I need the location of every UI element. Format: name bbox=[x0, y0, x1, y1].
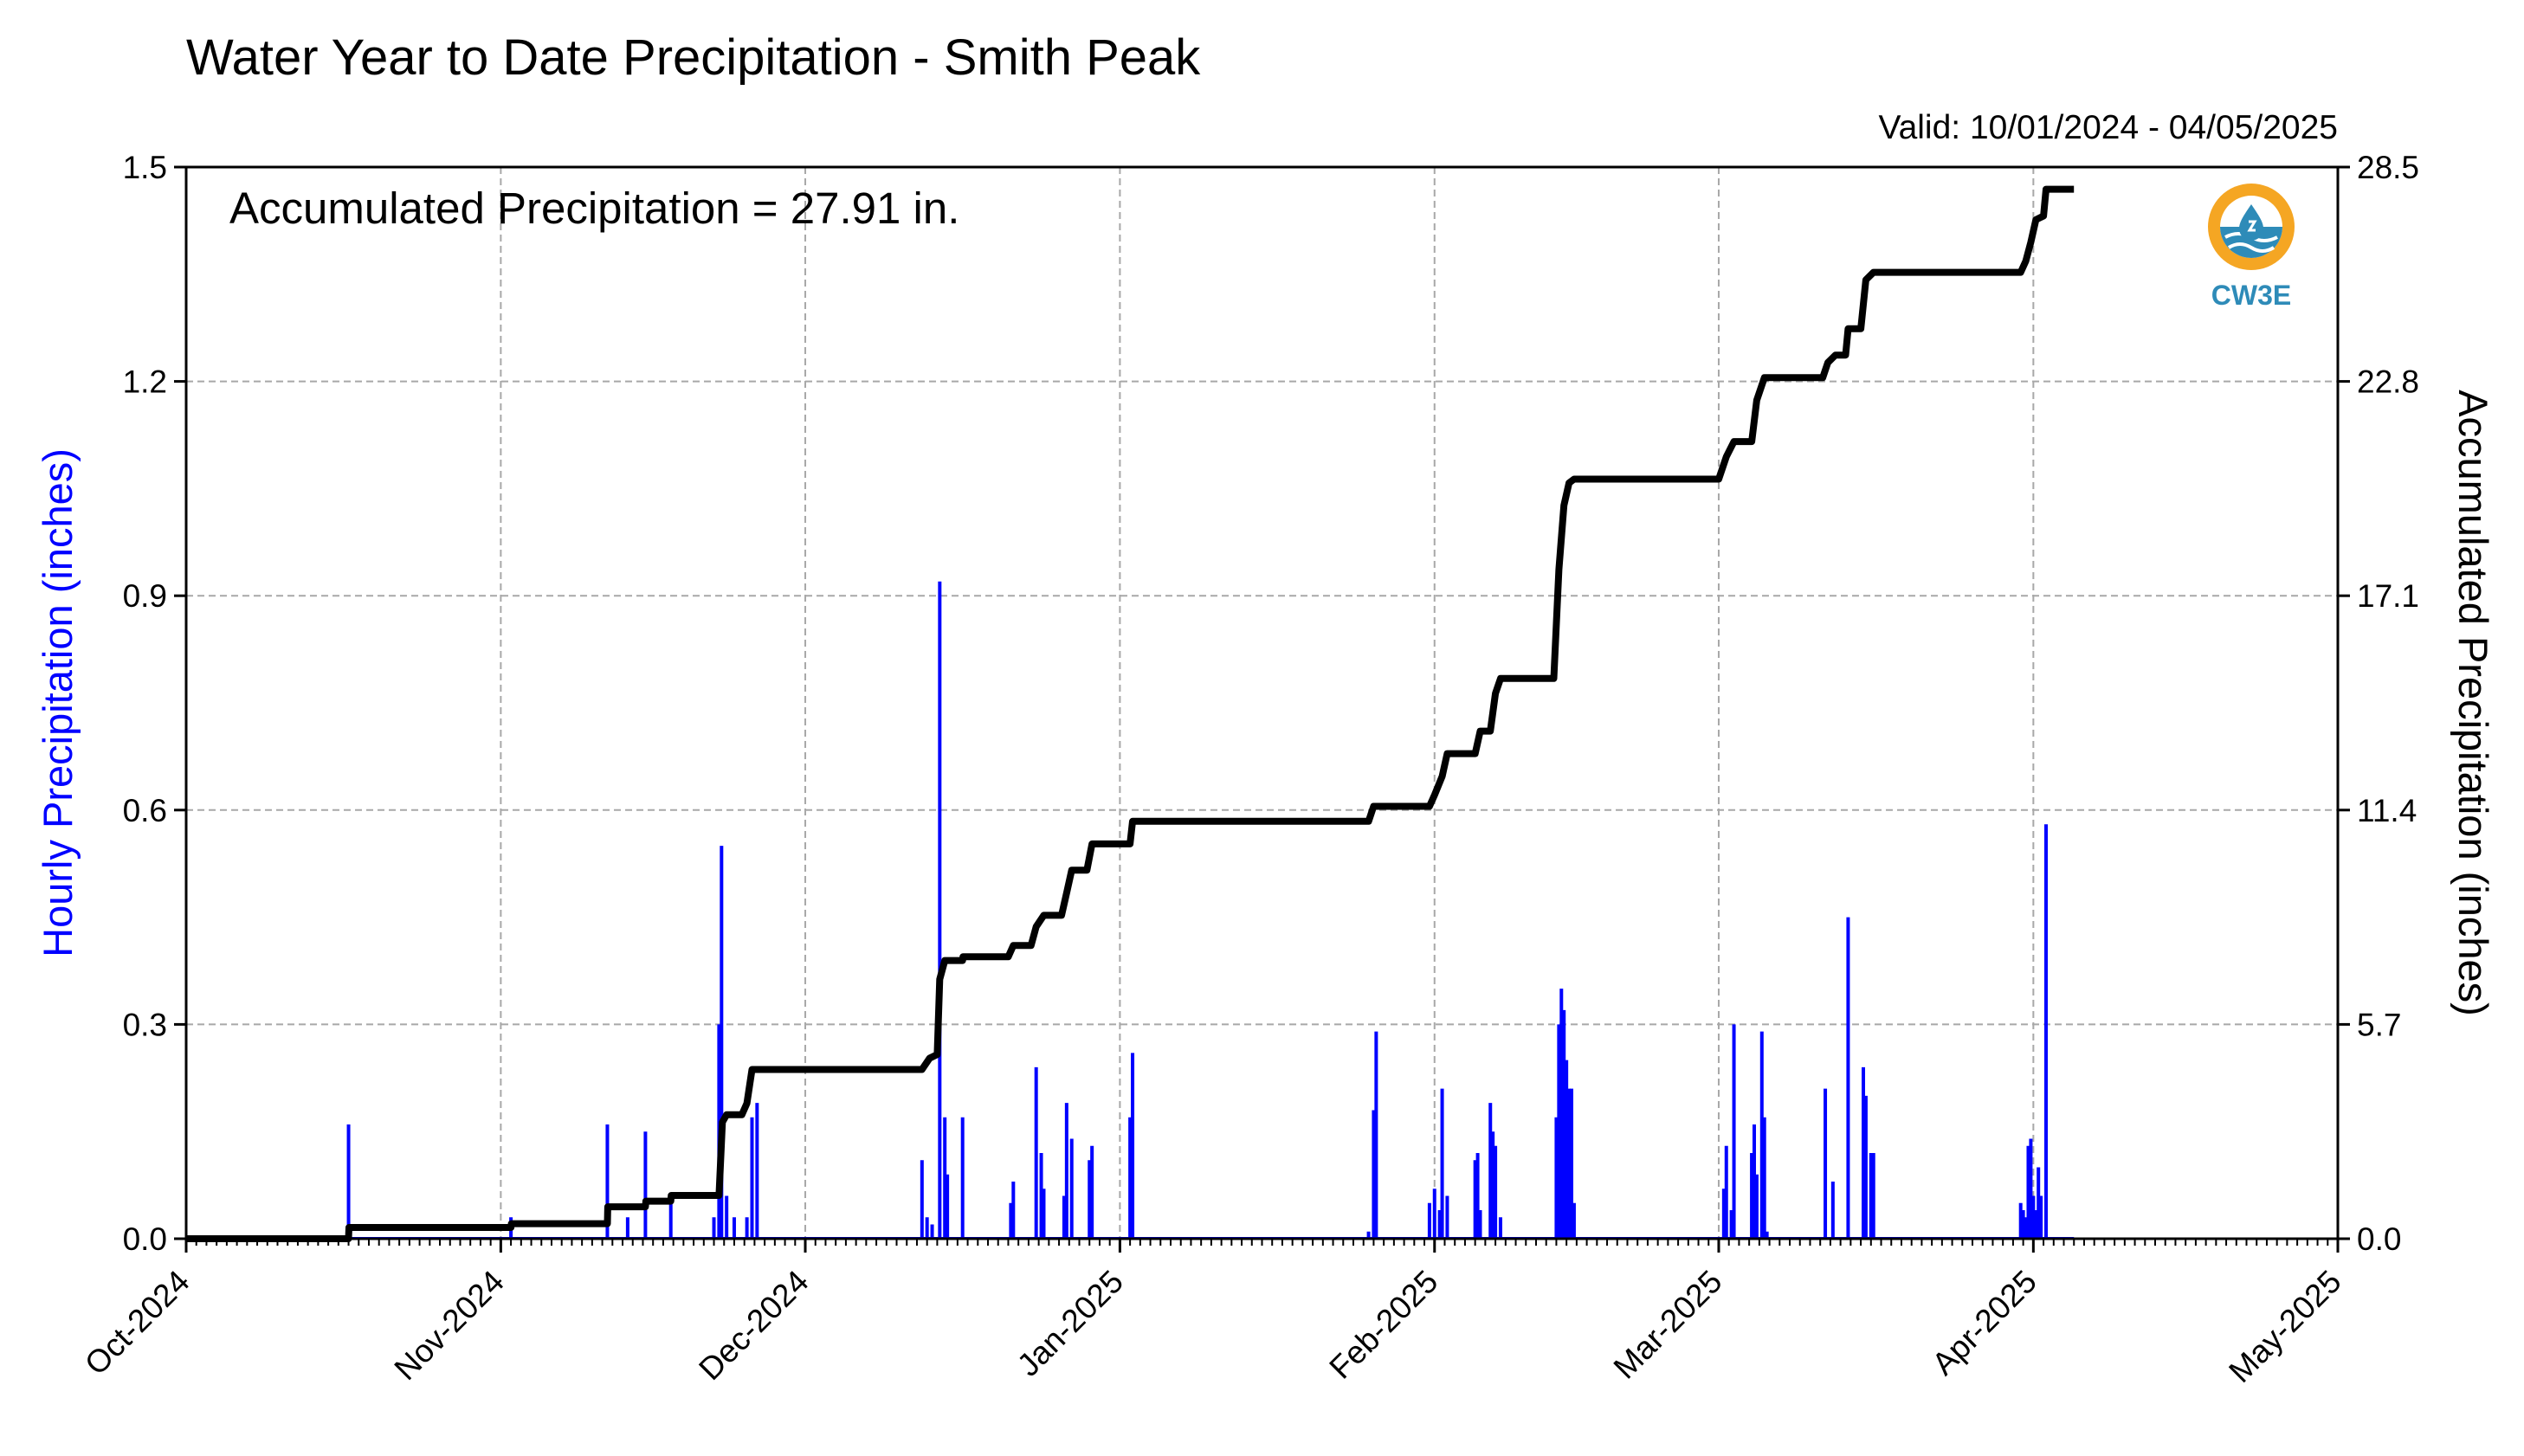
y-tick-label-right: 28.5 bbox=[2357, 150, 2419, 185]
accumulated-precipitation-line bbox=[186, 185, 2075, 1242]
y-tick-label-left: 1.5 bbox=[123, 150, 167, 185]
x-tick-label: Feb-2025 bbox=[1322, 1264, 1444, 1386]
accumulated-total-annotation: Accumulated Precipitation = 27.91 in. bbox=[229, 184, 959, 233]
y-tick-label-right: 0.0 bbox=[2357, 1221, 2401, 1257]
x-tick-label: Dec-2024 bbox=[692, 1264, 815, 1387]
y-tick-label-right: 5.7 bbox=[2357, 1007, 2401, 1042]
axis-ticks bbox=[174, 165, 2350, 1253]
valid-date-range: Valid: 10/01/2024 - 04/05/2025 bbox=[1878, 109, 2338, 146]
x-tick-label: Apr-2025 bbox=[1925, 1264, 2043, 1382]
y-tick-label-left: 0.6 bbox=[123, 793, 167, 828]
logo-text: CW3E bbox=[2211, 280, 2291, 311]
chart-title: Water Year to Date Precipitation - Smith… bbox=[186, 29, 1201, 86]
y-tick-label-left: 0.9 bbox=[123, 578, 167, 614]
y-axis-label-right: Accumulated Precipitation (inches) bbox=[2450, 390, 2496, 1016]
plot-frame bbox=[184, 165, 2340, 1240]
x-tick-label: Mar-2025 bbox=[1607, 1264, 1729, 1386]
y-tick-label-right: 22.8 bbox=[2357, 364, 2419, 400]
y-tick-label-left: 1.2 bbox=[123, 364, 167, 400]
cw3e-logo: CW3E bbox=[2208, 184, 2295, 311]
hourly-precipitation-bars bbox=[186, 581, 2075, 1239]
y-axis-label-left: Hourly Precipitation (inches) bbox=[35, 448, 81, 957]
water-drop-wave-icon bbox=[2208, 184, 2295, 270]
y-tick-label-right: 11.4 bbox=[2357, 793, 2417, 828]
y-tick-label-right: 17.1 bbox=[2357, 578, 2419, 614]
x-tick-label: Oct-2024 bbox=[78, 1264, 197, 1382]
x-tick-label: Jan-2025 bbox=[1010, 1264, 1130, 1383]
y-tick-label-left: 0.0 bbox=[123, 1221, 167, 1257]
tick-labels: 0.0 0.0 0.3 5.7 0.6 11.4 0.9 17.1 1.2 22.8 1.5 28.5… bbox=[78, 150, 2419, 1389]
grid-lines bbox=[186, 167, 2338, 1239]
x-tick-label: Nov-2024 bbox=[388, 1264, 511, 1387]
y-tick-label-left: 0.3 bbox=[123, 1007, 167, 1042]
x-tick-label: May-2025 bbox=[2222, 1264, 2347, 1389]
